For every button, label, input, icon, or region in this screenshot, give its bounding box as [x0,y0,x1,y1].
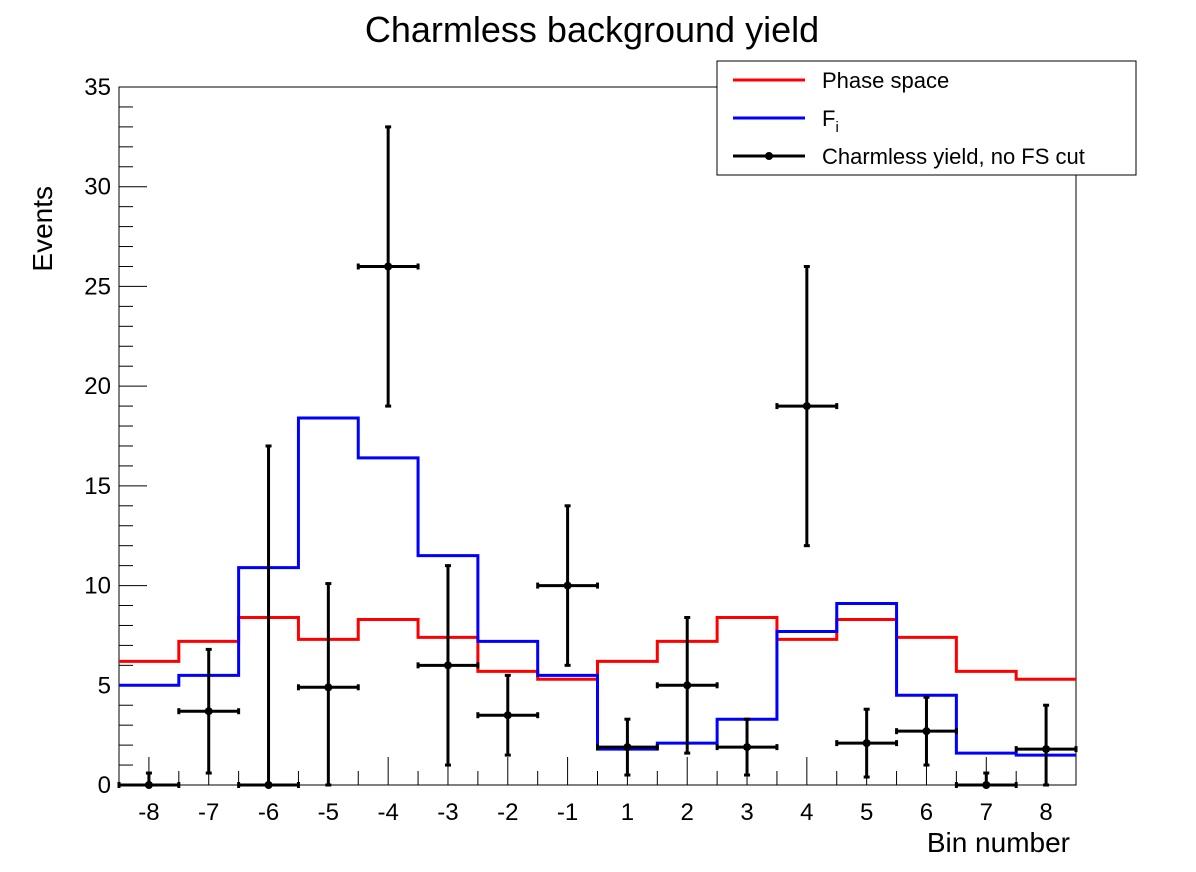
x-tick-label: 8 [1039,799,1052,826]
data-point-bin--7 [177,647,241,775]
x-tick-label: -4 [377,799,398,826]
data-point-bin--1 [536,504,599,667]
data-point-bin-6 [895,695,958,767]
data-marker [743,743,752,752]
y-tick-label: 25 [84,273,111,300]
data-point-bin-1 [596,717,659,777]
y-tick-label: 0 [98,772,111,799]
data-marker [324,683,333,692]
data-marker [204,707,213,716]
data-marker [503,711,512,720]
data-marker [683,681,692,690]
x-axis-label: Bin number [927,827,1070,858]
x-tick-label: 5 [860,799,873,826]
data-point-bin--8 [117,771,181,789]
x-tick-label: 7 [980,799,993,826]
data-marker [623,743,632,752]
data-point-bin--4 [356,125,420,408]
x-tick-label: 2 [681,799,694,826]
y-tick-label: 35 [84,74,111,101]
x-tick-label: -5 [318,799,339,826]
data-marker [384,262,393,271]
x-tick-label: -1 [557,799,578,826]
legend: Phase space Fi Charmless yield, no FS cu… [716,60,1137,176]
data-marker [982,781,991,789]
data-point-bin-3 [715,717,779,777]
data-marker [1042,745,1051,754]
y-axis: 0 5 10 15 20 25 30 35 [84,74,147,799]
legend-label-charmless: Charmless yield, no FS cut [822,144,1085,169]
x-tick-label: -6 [258,799,279,826]
data-points [117,125,1078,789]
x-tick-label: -3 [437,799,458,826]
chart-title: Charmless background yield [365,9,819,50]
data-marker [443,661,452,670]
histogram-lines [119,416,1076,757]
x-tick-label: 1 [621,799,634,826]
x-tick-label: 4 [800,799,813,826]
data-marker [802,402,811,411]
data-point-bin--5 [296,582,360,787]
y-tick-label: 15 [84,473,111,500]
legend-label-phase-space: Phase space [822,68,949,93]
y-axis-label: Events [27,186,58,272]
x-tick-label: -2 [497,799,518,826]
data-point-bin-5 [835,707,899,779]
data-point-bin-7 [954,771,1018,789]
data-marker [862,739,871,748]
data-point-bin--3 [416,564,480,767]
data-point-bin--6 [237,444,300,789]
x-tick-label: -8 [138,799,159,826]
x-tick-label: 6 [920,799,933,826]
x-axis: -8 -7 -6 -5 -4 -3 -2 -1 1 2 3 4 5 6 7 8 [138,757,1053,826]
data-marker [563,581,572,590]
step-line-series-0 [119,615,1076,681]
data-point-bin-8 [1014,703,1078,787]
data-point-bin-2 [655,615,719,755]
legend-marker-charmless [765,152,773,160]
data-marker [144,781,153,789]
data-marker [922,727,931,736]
x-tick-label: 3 [740,799,753,826]
x-tick-label: -7 [198,799,219,826]
y-tick-label: 10 [84,573,111,600]
y-tick-label: 30 [84,174,111,201]
y-tick-label: 5 [98,672,111,699]
data-point-bin--2 [476,673,540,757]
y-tick-label: 20 [84,373,111,400]
data-point-bin-4 [775,264,839,548]
legend-label-fi: Fi [822,106,839,136]
step-line-series-1 [119,416,1076,757]
data-marker [264,781,273,789]
